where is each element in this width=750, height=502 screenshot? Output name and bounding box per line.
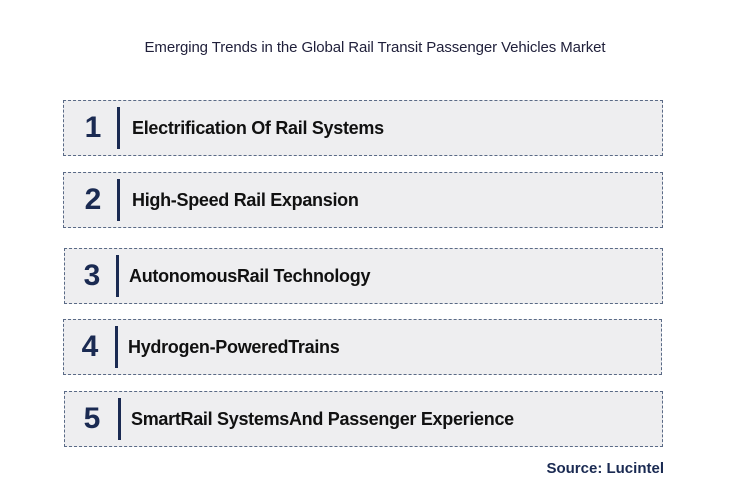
source-label: Source: Lucintel [546,460,664,477]
trend-number-1: 1 [84,111,102,144]
trend-divider-2 [117,179,120,221]
trend-item-1: 1 Electrification Of Rail Systems [63,100,663,156]
trend-number-2: 2 [84,183,102,216]
trend-item-5: 5 SmartRail SystemsAnd Passenger Experie… [64,391,663,447]
trend-divider-1 [117,107,120,149]
trend-label-4: Hydrogen-PoweredTrains [128,336,340,357]
trend-item-4: 4 Hydrogen-PoweredTrains [63,319,662,375]
trend-number-5: 5 [83,402,101,435]
trend-label-5: SmartRail SystemsAnd Passenger Experienc… [131,408,514,429]
trend-label-2: High-Speed Rail Expansion [132,189,359,210]
trend-divider-3 [116,255,119,297]
trend-label-3: AutonomousRail Technology [129,265,371,286]
trend-number-4: 4 [81,330,99,363]
trend-item-3: 3 AutonomousRail Technology [64,248,663,304]
trend-number-3: 3 [83,259,101,292]
chart-title: Emerging Trends in the Global Rail Trans… [144,39,606,56]
trend-item-2: 2 High-Speed Rail Expansion [63,172,663,228]
trend-divider-4 [115,326,118,368]
trend-label-1: Electrification Of Rail Systems [132,117,384,138]
trend-divider-5 [118,398,121,440]
